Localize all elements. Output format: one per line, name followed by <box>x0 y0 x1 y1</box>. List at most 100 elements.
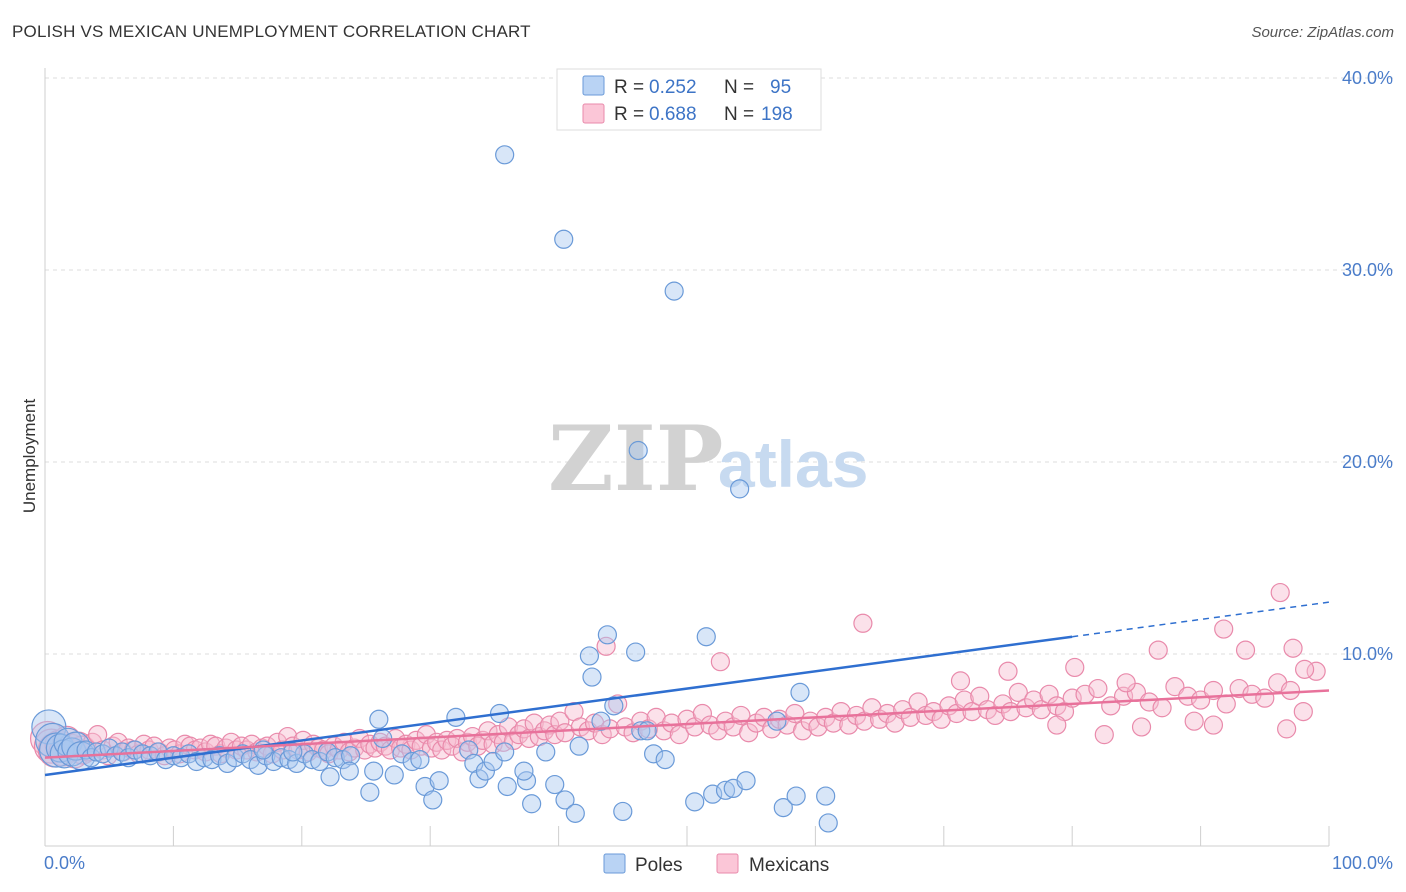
poles-trend-line <box>44 635 1073 777</box>
poles-point-82 <box>604 696 624 716</box>
poles-point-78 <box>579 646 600 666</box>
poles-point-97 <box>786 786 806 806</box>
poles-point-104 <box>628 440 648 461</box>
mexicans-point-197 <box>1214 619 1234 639</box>
mexicans-point-179 <box>1190 690 1211 710</box>
mexicans-legend-label: Mexicans <box>749 855 829 876</box>
poles-point-95 <box>767 711 787 731</box>
mexicans-point-207 <box>1047 715 1067 735</box>
y-tick-label-1: 20.0% <box>1342 452 1393 472</box>
y-tick-labels: 10.0% 20.0% 30.0% 40.0% <box>1342 68 1393 664</box>
mexicans-point-206 <box>1094 725 1114 745</box>
poles-point-48 <box>320 767 340 787</box>
mexicans-point-127 <box>739 723 759 743</box>
mexicans-point-156 <box>962 701 982 722</box>
poles-point-74 <box>545 774 565 795</box>
poles-point-0 <box>31 709 67 745</box>
mexicans-point-171 <box>1088 678 1108 699</box>
mexicans-point-192 <box>950 671 971 691</box>
poles-point-51 <box>364 761 384 781</box>
poles-point-65 <box>475 761 496 781</box>
poles-point-33 <box>248 755 268 775</box>
mexicans-point-193 <box>998 661 1018 681</box>
gridlines <box>45 77 1393 655</box>
poles-point-46 <box>283 742 303 762</box>
mexicans-point-94 <box>509 725 529 745</box>
poles-n-value: 95 <box>770 77 791 98</box>
poles-point-61 <box>446 707 466 727</box>
mexicans-r-value: 0.688 <box>649 104 697 125</box>
poles-point-91 <box>703 784 723 804</box>
y-tick-label-0: 10.0% <box>1342 644 1393 664</box>
mexicans-point-203 <box>1295 659 1315 679</box>
poles-point-54 <box>384 765 404 785</box>
poles-point-94 <box>736 771 756 791</box>
poles-point-87 <box>637 721 657 741</box>
mexicans-point-12 <box>88 725 108 745</box>
mexicans-point-162 <box>1008 682 1028 703</box>
poles-n-label: N = <box>724 77 754 98</box>
poles-point-103 <box>664 281 684 301</box>
mexicans-point-159 <box>985 705 1005 726</box>
mexicans-point-117 <box>661 713 682 733</box>
poles-point-76 <box>565 803 585 823</box>
x-axis-ticks <box>44 826 1330 846</box>
poles-point-57 <box>410 749 430 770</box>
poles-point-63 <box>464 753 484 774</box>
poles-point-88 <box>655 749 675 770</box>
poles-point-29 <box>217 753 237 774</box>
mexicans-point-191 <box>853 613 873 633</box>
mexicans-point-134 <box>792 721 813 741</box>
poles-point-55 <box>392 744 412 764</box>
mexicans-point-84 <box>457 732 478 752</box>
poles-point-72 <box>514 761 534 781</box>
poles-point-105 <box>730 479 750 499</box>
mexicans-point-201 <box>1203 715 1224 735</box>
poles-point-102 <box>554 229 574 249</box>
poles-r-value: 0.252 <box>649 77 697 98</box>
mexicans-point-166 <box>1039 684 1059 704</box>
poles-point-45 <box>340 746 361 766</box>
chart-title: POLISH VS MEXICAN UNEMPLOYMENT CORRELATI… <box>12 22 531 41</box>
poles-point-96 <box>773 797 793 818</box>
mexicans-point-202 <box>1277 719 1297 739</box>
poles-point-73 <box>536 742 556 762</box>
mexicans-point-122 <box>700 715 720 735</box>
poles-point-60 <box>429 771 449 791</box>
poles-point-69 <box>497 776 517 797</box>
mexicans-point-68 <box>375 736 395 756</box>
poles-point-43 <box>325 748 345 768</box>
mexicans-point-180 <box>1203 680 1224 701</box>
poles-point-13 <box>99 738 119 758</box>
poles-point-80 <box>582 667 602 687</box>
poles-point-98 <box>790 682 810 703</box>
poles-point-56 <box>402 751 422 772</box>
poles-point-10 <box>81 748 101 768</box>
mexicans-point-204 <box>1184 711 1204 731</box>
mexicans-point-187 <box>1293 701 1313 722</box>
mexicans-point-199 <box>1270 582 1290 603</box>
mexicans-point-100 <box>540 715 560 735</box>
poles-point-41 <box>310 751 330 772</box>
poles-point-49 <box>339 761 359 781</box>
mexicans-point-198 <box>1235 640 1256 660</box>
poles-point-75 <box>555 790 575 810</box>
watermark: ZIP atlas <box>548 406 868 512</box>
mexicans-point-177 <box>1165 677 1185 697</box>
poles-point-50 <box>360 782 380 802</box>
mexicans-points <box>29 582 1326 769</box>
y-tick-label-3: 40.0% <box>1342 68 1393 88</box>
stats-legend: R = 0.252 N = 95 R = 0.688 N = 198 <box>556 68 822 131</box>
trend-lines <box>44 601 1330 777</box>
poles-point-32 <box>240 749 261 770</box>
mexicans-n-value: 198 <box>761 104 793 125</box>
mexicans-point-74 <box>406 730 426 751</box>
poles-legend-swatch <box>582 75 605 96</box>
poles-legend-label: Poles <box>635 855 683 876</box>
poles-point-64 <box>469 769 489 789</box>
poles-point-84 <box>626 642 646 662</box>
mexicans-legend-swatch <box>582 103 605 124</box>
mexicans-point-194 <box>1065 657 1085 678</box>
chart-source: Source: ZipAtlas.com <box>1251 24 1394 41</box>
mexicans-point-186 <box>1280 680 1301 701</box>
